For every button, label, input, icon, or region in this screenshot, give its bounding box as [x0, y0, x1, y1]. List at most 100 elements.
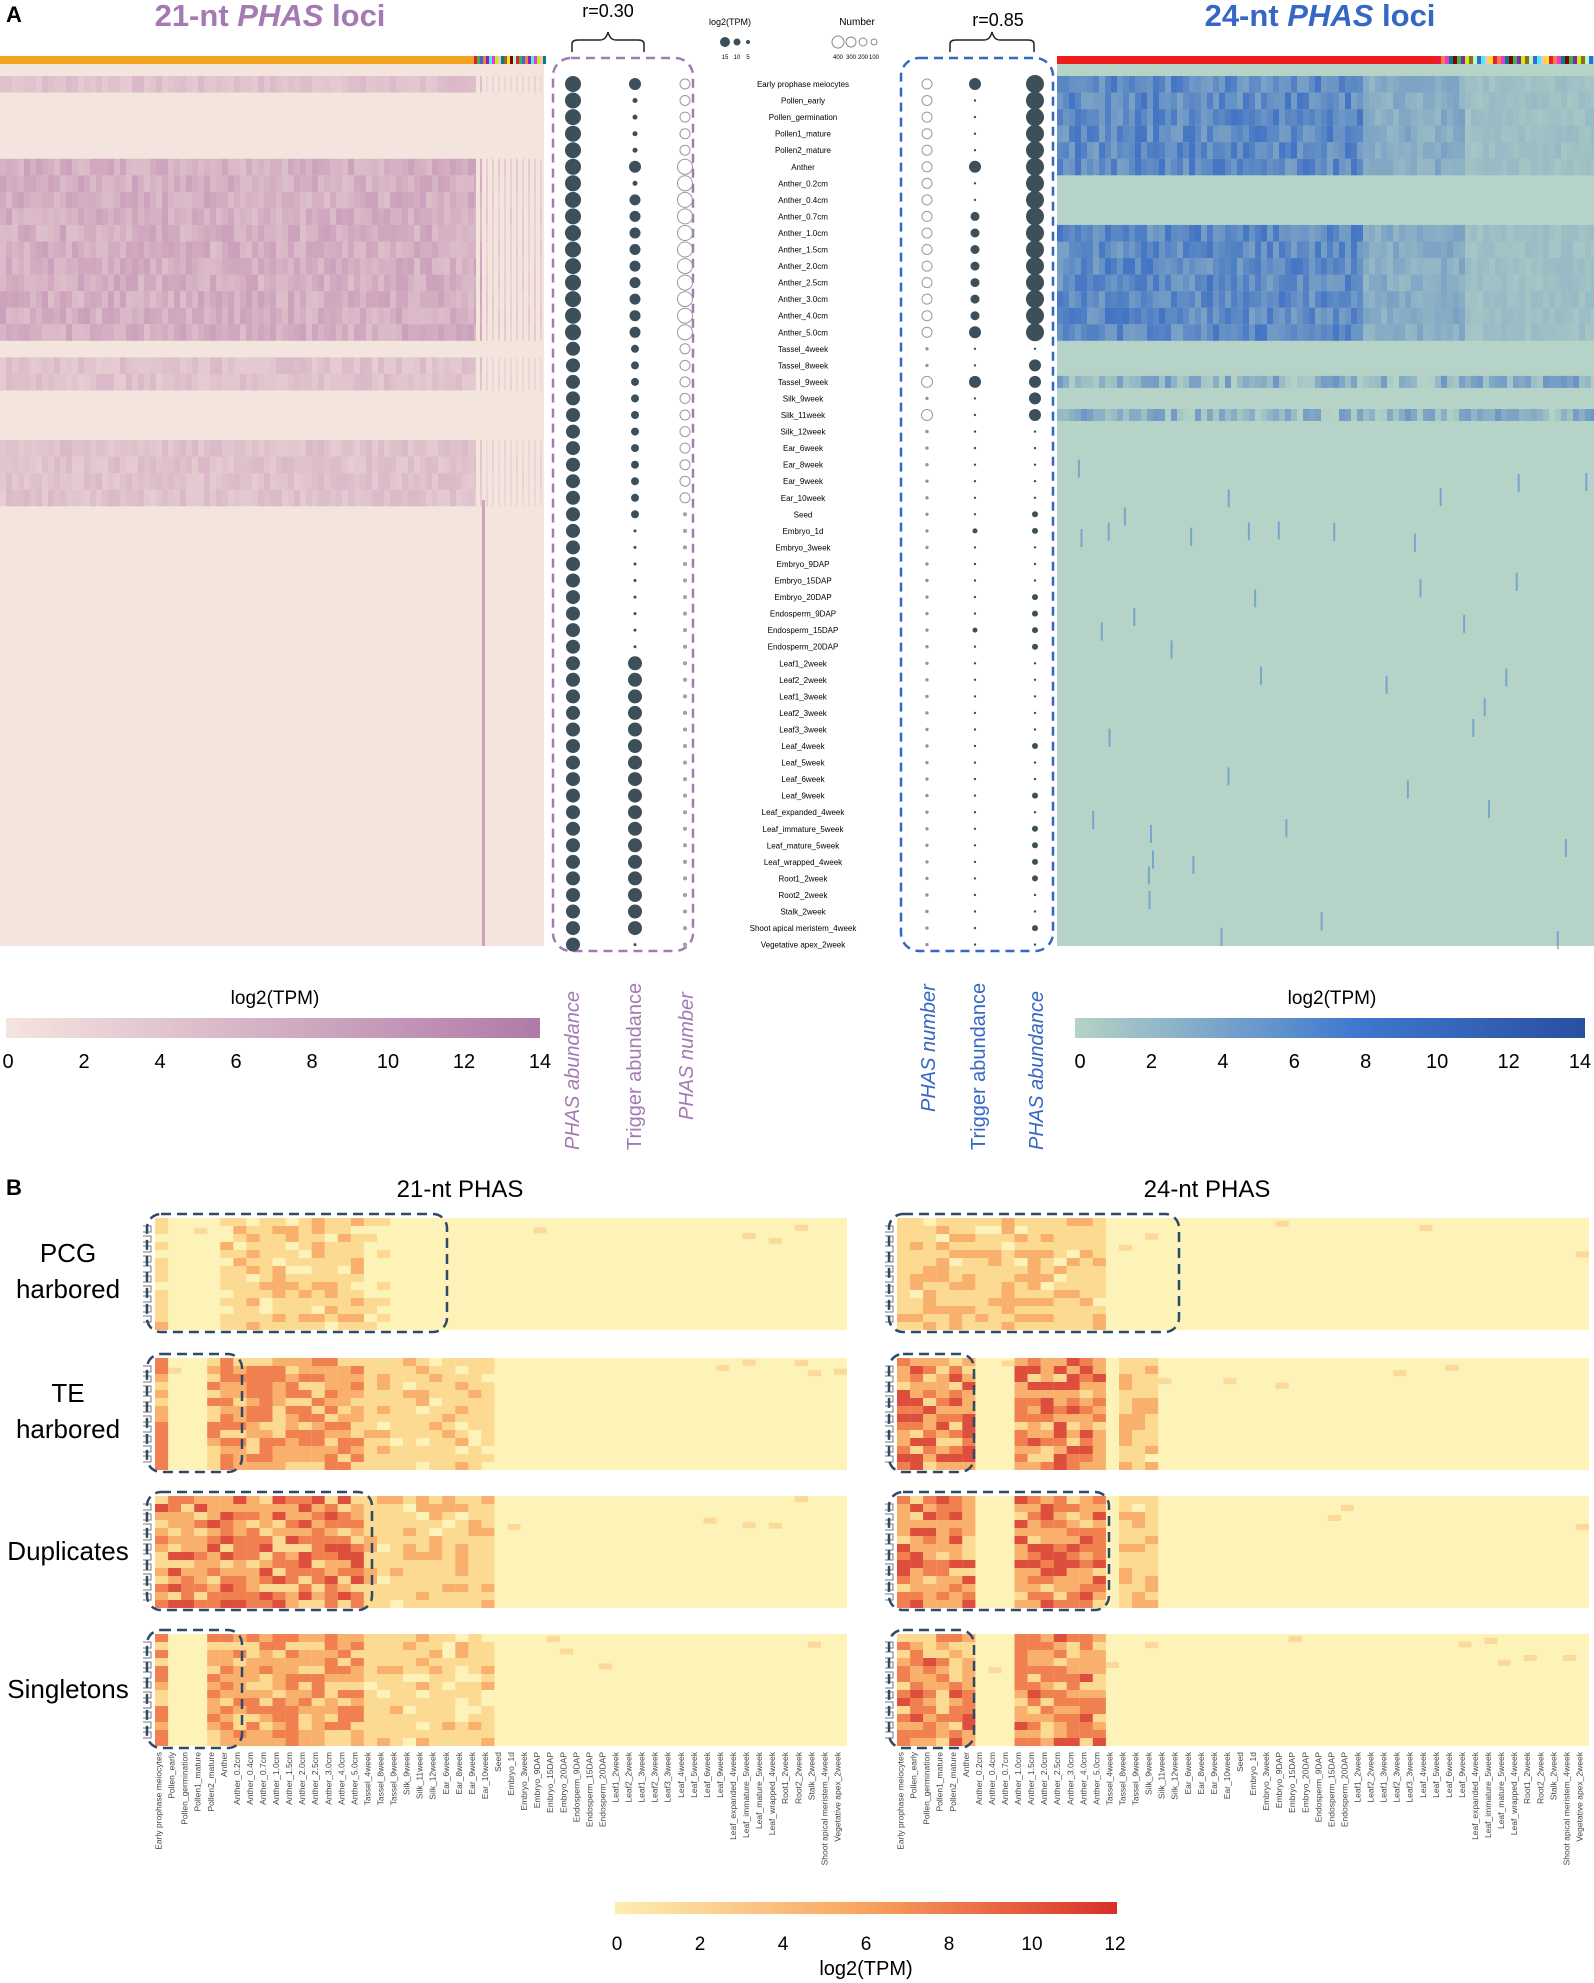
heatmap-cell: [72, 440, 78, 457]
heatmap-cell: [1471, 125, 1477, 143]
heatmap-cell: [1303, 291, 1309, 308]
heatmap-cell: [1087, 258, 1093, 275]
heatmap-cell: [233, 1274, 247, 1282]
heatmap-cell: [259, 1382, 273, 1390]
heatmap-cell: [540, 307, 542, 325]
heatmap-cell: [1040, 1218, 1054, 1226]
heatmap-cell: [390, 440, 396, 457]
heatmap-cell: [1531, 109, 1537, 126]
heatmap-cell: [282, 208, 288, 225]
heatmap-cell: [78, 258, 84, 275]
heatmap-cell: [1465, 291, 1471, 308]
heatmap-cell: [285, 1650, 299, 1658]
heatmap-cell: [510, 291, 512, 308]
heatmap-cell: [516, 208, 518, 225]
heatmap-cell: [936, 1414, 950, 1422]
heatmap-cell: [288, 208, 294, 225]
heatmap-cell: [246, 1560, 260, 1568]
heatmap-cell: [533, 1227, 547, 1234]
heatmap-cell: [1333, 158, 1339, 176]
heatmap-cell: [285, 1406, 299, 1414]
bubble-21-trigger-abundance: [629, 160, 641, 173]
heatmap-cell: [1555, 142, 1561, 159]
heatmap-cell: [72, 489, 78, 507]
heatmap-cell: [936, 1274, 950, 1282]
heatmap-cell: [486, 224, 488, 242]
heatmap-cell: [288, 241, 294, 259]
heatmap-cell: [1123, 409, 1129, 421]
heatmap-cell: [1225, 158, 1231, 176]
heatmap-cell: [426, 158, 432, 176]
heatmap-cell: [455, 1690, 469, 1698]
heatmap-cell: [234, 208, 240, 225]
heatmap-cell: [285, 1682, 299, 1690]
heatmap-cell: [0, 241, 6, 259]
heatmap-cell: [510, 224, 512, 242]
bubble-24-trigger-abundance: [973, 463, 977, 466]
heatmap-cell: [60, 307, 66, 325]
bubble-21-phas-abundance: [566, 904, 580, 919]
heatmap-cell: [180, 489, 186, 507]
heatmap-cell: [155, 1722, 169, 1730]
heatmap-cell: [1423, 92, 1429, 110]
heatmap-cell: [1543, 109, 1549, 126]
heatmap-cell: [30, 191, 36, 209]
heatmap-cell: [1141, 125, 1147, 143]
heatmap-cell: [1465, 92, 1471, 110]
heatmap-cell: [442, 1600, 456, 1608]
heatmap-cell: [442, 1544, 456, 1552]
heatmap-cell: [350, 1314, 364, 1322]
heatmap-cell: [377, 1462, 391, 1470]
heatmap-cell: [298, 1690, 312, 1698]
heatmap-cell: [1207, 307, 1213, 325]
heatmap-cell: [207, 1730, 221, 1738]
heatmap-cell: [342, 191, 348, 209]
heatmap-cell: [1087, 142, 1093, 159]
heatmap-cell: [150, 324, 156, 341]
heatmap-cell: [1357, 324, 1363, 341]
heatmap-cell: [337, 1674, 351, 1682]
heatmap-cell: [923, 1322, 937, 1330]
heatmap-cell: [78, 440, 84, 457]
heatmap-cell: [1369, 109, 1375, 126]
heatmap-cell: [1321, 158, 1327, 176]
heatmap-cell: [481, 1568, 495, 1576]
heatmap-cell: [264, 76, 270, 93]
heatmap-cell: [312, 158, 318, 176]
bubble-21-phas-number: [683, 545, 687, 550]
heatmap-cell: [480, 241, 482, 259]
heatmap-cell: [1219, 142, 1225, 159]
heatmap-cell: [207, 1544, 221, 1552]
heatmap-cell: [1567, 92, 1573, 110]
heatmap-cell: [126, 473, 132, 490]
heatmap-cell: [390, 324, 396, 341]
heatmap-cell: [1014, 1234, 1028, 1242]
heatmap-cell: [1213, 307, 1219, 325]
heatmap-cell: [1537, 307, 1543, 325]
heatmap-cell: [936, 1430, 950, 1438]
heatmap-cell: [311, 1666, 325, 1674]
heatmap-cell: [350, 1674, 364, 1682]
heatmap-cell: [1549, 125, 1555, 143]
heatmap-cell: [402, 473, 408, 490]
heatmap-cell: [194, 1592, 208, 1600]
heatmap-cell: [1213, 241, 1219, 259]
heatmap-cell: [480, 76, 482, 93]
heatmap-cell: [66, 473, 72, 490]
brace-24nt: [949, 31, 1035, 52]
heatmap-cell: [1579, 158, 1585, 176]
heatmap-cell: [228, 440, 234, 457]
bubble-21-trigger-abundance: [633, 943, 637, 947]
heatmap-cell: [416, 1422, 430, 1430]
heatmap-cell: [318, 274, 324, 292]
heatmap-cell: [1057, 409, 1063, 421]
heatmap-cell: [468, 274, 474, 292]
heatmap-cell: [272, 1454, 286, 1462]
heatmap-cell: [429, 1650, 443, 1658]
heatmap-cell: [1291, 241, 1297, 259]
heatmap-cell: [444, 208, 450, 225]
heatmap-cell: [1117, 109, 1123, 126]
heatmap-cell: [264, 241, 270, 259]
heatmap-cell: [481, 1714, 495, 1722]
heatmap-cell: [1079, 1322, 1093, 1330]
